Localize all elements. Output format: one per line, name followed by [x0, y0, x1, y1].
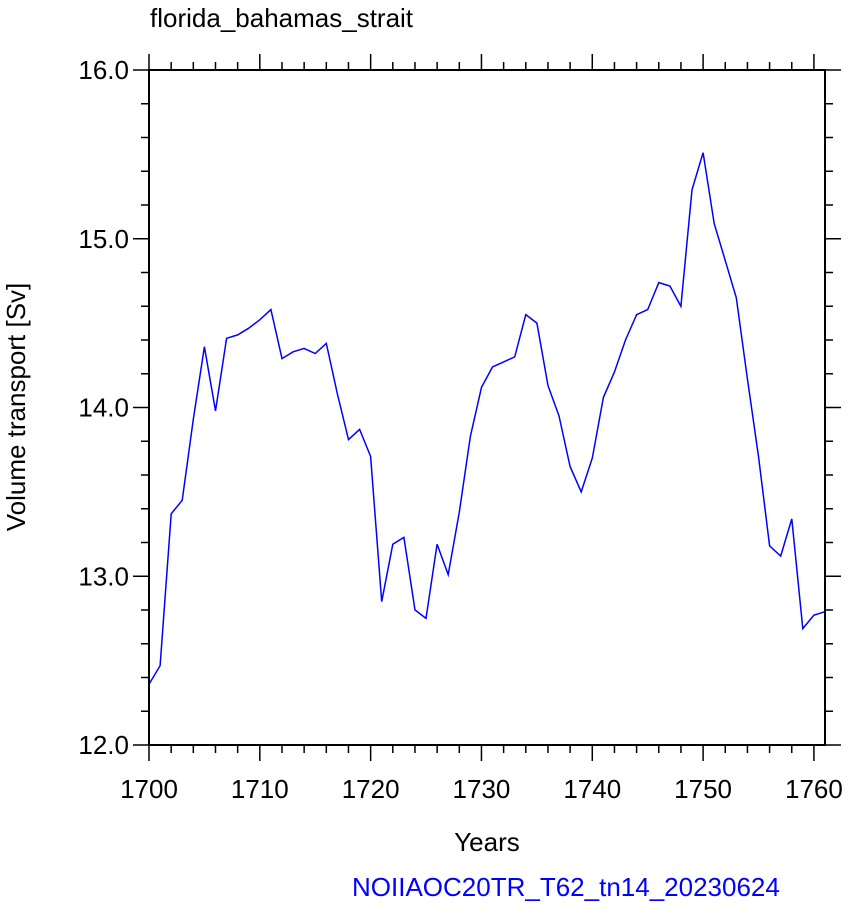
y-axis-title: Volume transport [Sv] [1, 283, 31, 532]
footer-caption: NOIIAOC20TR_T62_tn14_20230624 [352, 872, 780, 902]
x-tick-label: 1700 [120, 774, 178, 804]
series-line [148, 152, 826, 685]
x-tick-label: 1710 [231, 774, 289, 804]
x-tick-label: 1720 [342, 774, 400, 804]
y-tick-label: 12.0 [78, 730, 129, 760]
y-tick-label: 16.0 [78, 55, 129, 85]
x-axis-title: Years [454, 827, 520, 857]
x-tick-label: 1760 [785, 774, 843, 804]
y-tick-label: 13.0 [78, 561, 129, 591]
x-tick-label: 1750 [674, 774, 732, 804]
chart-title: florida_bahamas_strait [150, 3, 414, 33]
tick-labels: 1700 1710 1720 1730 1740 1750 1760 12.0 13.0 14.0… [78, 55, 842, 804]
plot-frame [148, 69, 826, 746]
x-tick-label: 1730 [453, 774, 511, 804]
axis-ticks [133, 54, 841, 761]
y-tick-label: 15.0 [78, 224, 129, 254]
y-tick-label: 14.0 [78, 393, 129, 423]
series-group [148, 152, 826, 685]
x-tick-label: 1740 [563, 774, 621, 804]
